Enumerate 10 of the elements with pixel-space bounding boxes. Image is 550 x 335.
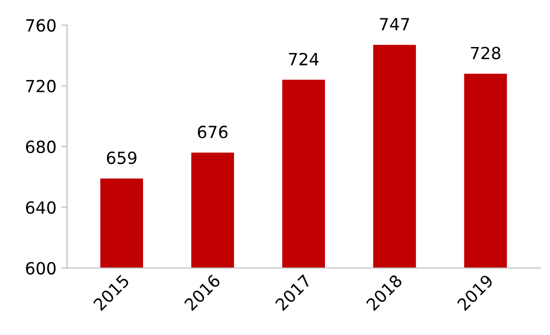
- data-label: 659: [106, 151, 136, 164]
- data-label: 724: [289, 52, 319, 66]
- data-label: 728: [470, 46, 500, 60]
- y-tick-label: 680: [26, 140, 56, 154]
- y-tick-label: 640: [26, 201, 56, 214]
- y-tick-label: 720: [26, 80, 56, 92]
- data-label: 747: [380, 18, 410, 30]
- y-tick-label: 760: [26, 19, 56, 32]
- data-label: 676: [198, 126, 228, 138]
- y-tick-label: 600: [26, 262, 56, 275]
